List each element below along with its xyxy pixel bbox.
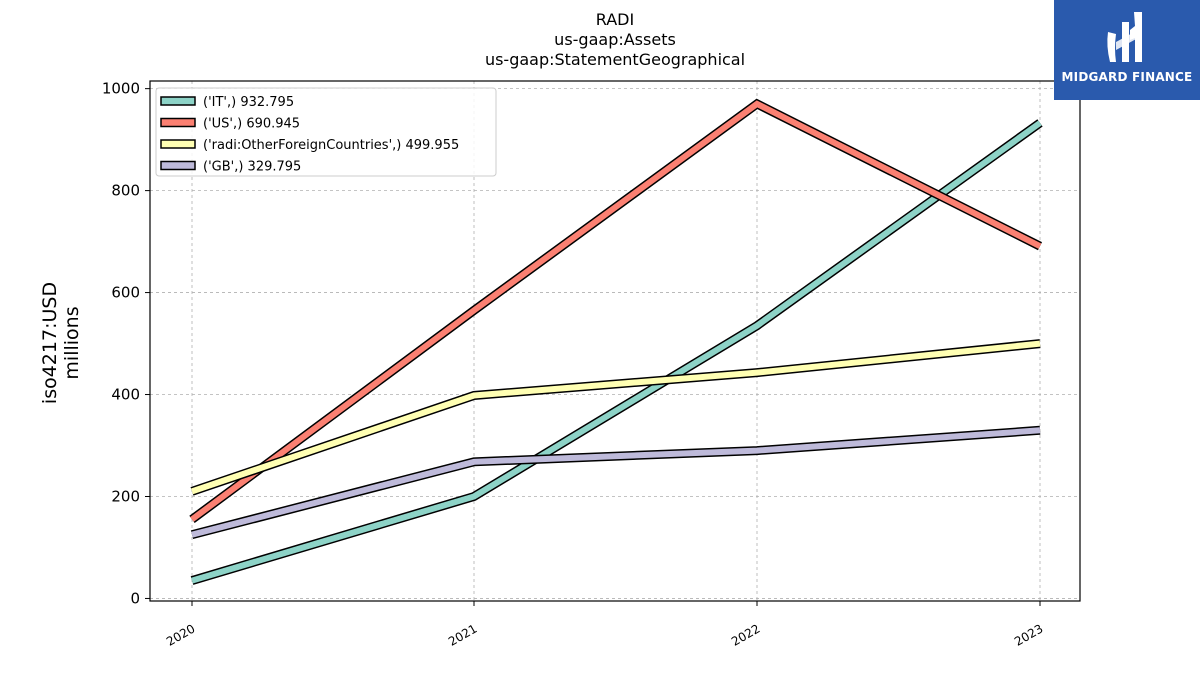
y-tick-label: 200 — [111, 487, 140, 505]
plot-frame — [149, 80, 1081, 602]
x-tick-label: 2020 — [164, 621, 197, 648]
legend-swatch-1 — [160, 117, 196, 128]
x-tick-label: 2022 — [729, 621, 762, 648]
legend-swatch-2 — [160, 139, 196, 149]
series-line-3 — [191, 427, 1041, 538]
legend-label-0: ('IT',) 932.795 — [203, 95, 294, 110]
chart-title-line-2: us-gaap:Assets — [554, 30, 676, 49]
x-tick-label: 2021 — [446, 621, 479, 648]
y-tick-label: 600 — [111, 284, 140, 302]
legend-label-2: ('radi:OtherForeignCountries',) 499.955 — [203, 138, 459, 153]
series-line-2 — [191, 340, 1041, 495]
chart-title-block: RADI us-gaap:Assets us-gaap:StatementGeo… — [150, 10, 1080, 70]
y-tick-label: 1000 — [102, 80, 140, 98]
legend-swatch-0 — [160, 96, 196, 106]
legend-label-1: ('US',) 690.945 — [203, 117, 300, 132]
legend-swatch-3 — [160, 160, 196, 171]
y-tick-label: 400 — [111, 386, 140, 404]
series-outline-2 — [190, 339, 1041, 496]
logo-text: MIDGARD FINANCE — [1061, 70, 1193, 84]
series-line-0 — [191, 120, 1042, 584]
series-line-1 — [190, 100, 1042, 522]
chart-title-line-3: us-gaap:StatementGeographical — [484, 50, 746, 69]
midgard-logo-icon — [1107, 12, 1142, 62]
series-outline-0 — [190, 119, 1043, 585]
chart-title-line-1: RADI — [595, 10, 635, 29]
x-tick-label: 2023 — [1012, 621, 1045, 648]
y-tick-label: 0 — [130, 589, 140, 607]
legend-label-3: ('GB',) 329.795 — [203, 160, 301, 175]
midgard-finance-logo: MIDGARD FINANCE — [1054, 0, 1200, 100]
y-axis-label: iso4217:USDmillions — [39, 282, 83, 404]
legend-box — [155, 87, 497, 177]
y-tick-label: 800 — [111, 182, 140, 200]
